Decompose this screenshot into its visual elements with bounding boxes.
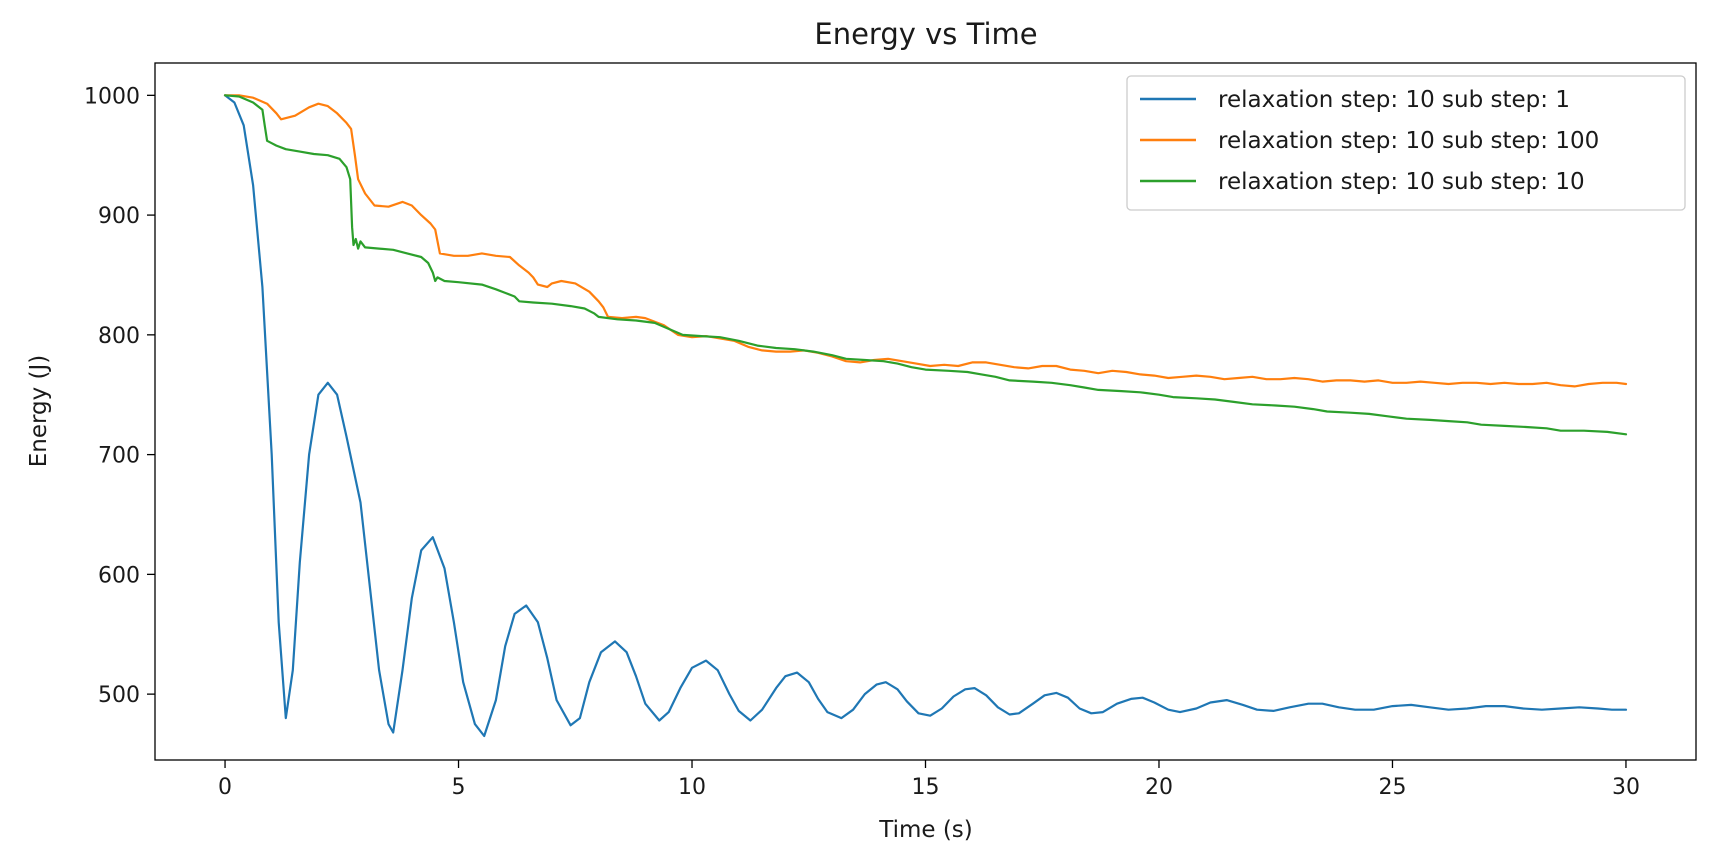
- y-tick-label-0: 500: [98, 683, 140, 708]
- x-axis-title: Time (s): [878, 817, 973, 843]
- x-tick-label-4: 20: [1145, 775, 1173, 800]
- x-tick-label-2: 10: [678, 775, 706, 800]
- y-axis-ticks: 500 600 700 800 900 1000: [84, 84, 155, 708]
- x-axis-ticks: 0 5 10 15 20 25 30: [218, 760, 1640, 800]
- series-line-1: [223, 94, 1628, 738]
- x-tick-label-6: 30: [1612, 775, 1640, 800]
- x-tick-label-1: 5: [452, 775, 466, 800]
- series-line-3: [223, 94, 1628, 436]
- legend-label-1: relaxation step: 10 sub step: 1: [1218, 87, 1570, 113]
- chart-title: Energy vs Time: [814, 17, 1037, 51]
- legend: relaxation step: 10 sub step: 1 relaxatio…: [1126, 75, 1686, 211]
- legend-items: relaxation step: 10 sub step: 1 relaxatio…: [1140, 87, 1599, 195]
- x-tick-label-0: 0: [218, 775, 232, 800]
- y-tick-label-1: 600: [98, 563, 140, 588]
- x-tick-label-5: 25: [1378, 775, 1406, 800]
- y-tick-label-2: 700: [98, 444, 140, 469]
- plot-series-group: [223, 94, 1628, 738]
- x-tick-label-3: 15: [912, 775, 940, 800]
- legend-frame: [1126, 75, 1686, 211]
- series-line-2: [223, 94, 1628, 388]
- legend-label-2: relaxation step: 10 sub step: 100: [1218, 128, 1599, 154]
- y-tick-label-5: 1000: [84, 84, 140, 109]
- legend-label-3: relaxation step: 10 sub step: 10: [1218, 169, 1585, 195]
- y-tick-label-3: 800: [98, 324, 140, 349]
- y-axis-title: Energy (J): [26, 355, 52, 468]
- y-tick-label-4: 900: [98, 204, 140, 229]
